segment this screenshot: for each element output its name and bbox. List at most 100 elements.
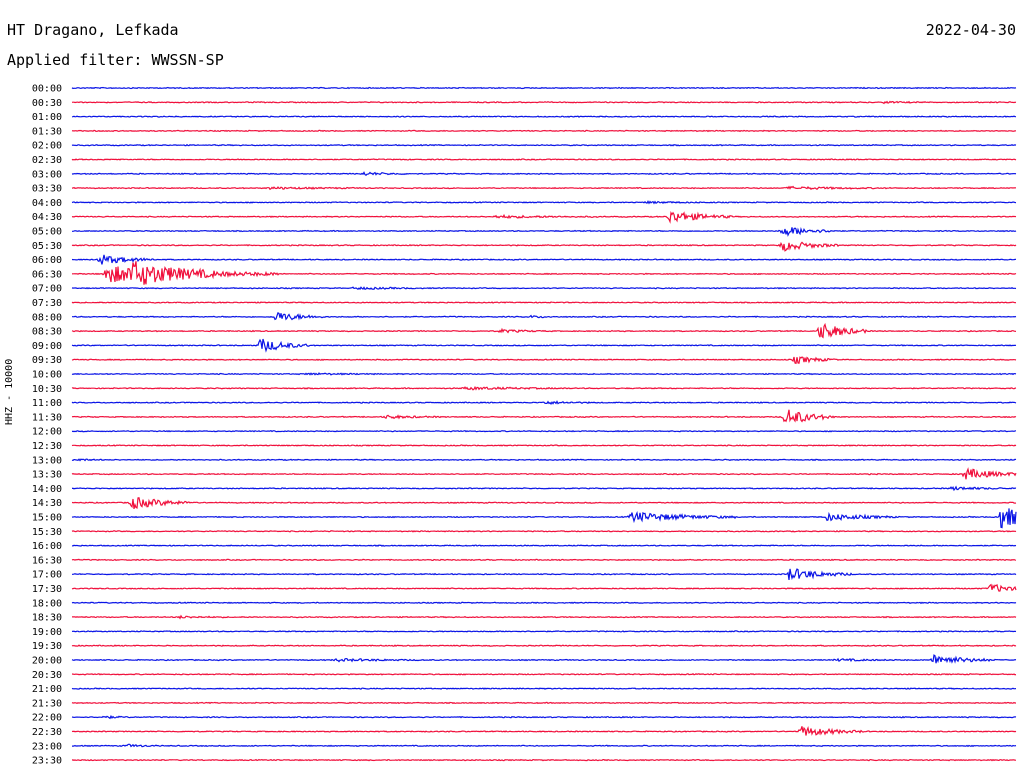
trace-time-label: 02:30	[32, 155, 62, 166]
seismogram-trace	[71, 129, 1017, 133]
trace-time-label: 04:30	[32, 212, 62, 223]
seismogram-trace	[71, 143, 1017, 147]
seismogram-trace	[71, 530, 1017, 533]
trace-time-label: 00:30	[32, 98, 62, 109]
seismogram-trace	[71, 497, 1017, 510]
seismogram-trace	[71, 115, 1017, 118]
seismogram-trace	[71, 485, 1017, 492]
seismogram-trace	[71, 601, 1017, 605]
filter-label: Applied filter: WWSSN-SP	[7, 51, 224, 69]
seismogram-trace	[71, 758, 1016, 762]
seismogram-trace	[71, 558, 1017, 562]
seismogram-trace	[71, 286, 1017, 291]
seismogram-trace	[72, 568, 1017, 581]
seismogram-trace	[71, 356, 1017, 365]
trace-time-label: 06:30	[32, 269, 62, 280]
trace-time-label: 15:00	[32, 513, 62, 524]
trace-time-label: 22:00	[32, 713, 62, 724]
seismogram-trace	[72, 312, 1017, 321]
trace-time-label: 02:00	[32, 141, 62, 152]
trace-time-label: 09:00	[32, 341, 62, 352]
trace-time-label: 06:00	[32, 255, 62, 266]
seismogram-trace	[71, 372, 1017, 376]
seismogram-trace	[71, 338, 1017, 353]
trace-time-label: 16:30	[32, 555, 62, 566]
seismogram-trace	[71, 322, 1017, 339]
trace-time-label: 10:00	[32, 370, 62, 381]
seismogram-trace	[71, 385, 1017, 391]
trace-time-label: 07:00	[32, 284, 62, 295]
seismogram-trace	[71, 200, 1017, 205]
trace-time-label: 20:00	[32, 656, 62, 667]
seismogram-trace	[71, 301, 1017, 304]
seismogram-trace	[71, 429, 1017, 433]
seismogram-trace	[71, 630, 1017, 633]
trace-time-label: 21:00	[32, 684, 62, 695]
trace-time-label: 14:30	[32, 498, 62, 509]
trace-time-label: 00:00	[32, 84, 62, 95]
seismogram-trace	[71, 210, 1017, 224]
seismogram-trace	[71, 654, 1017, 664]
trace-time-label: 10:30	[32, 384, 62, 395]
trace-time-label: 17:30	[32, 584, 62, 595]
trace-time-label: 23:00	[32, 741, 62, 752]
trace-time-label: 12:00	[32, 427, 62, 438]
seismogram-trace	[71, 241, 1017, 252]
station-title: HT Dragano, Lefkada	[7, 21, 179, 39]
trace-time-label: 18:30	[32, 613, 62, 624]
trace-time-label: 08:30	[32, 327, 62, 338]
trace-time-label: 09:30	[32, 355, 62, 366]
seismogram-trace	[71, 86, 1017, 90]
seismogram-trace	[72, 226, 1017, 237]
trace-time-label: 05:00	[32, 227, 62, 238]
trace-time-label: 08:00	[32, 312, 62, 323]
seismogram-trace	[71, 158, 1017, 161]
seismogram-trace	[71, 171, 1017, 176]
trace-time-label: 15:30	[32, 527, 62, 538]
trace-time-label: 11:30	[32, 412, 62, 423]
trace-time-label: 03:00	[32, 169, 62, 180]
seismogram-trace	[71, 644, 1017, 647]
trace-time-label: 19:30	[32, 641, 62, 652]
seismogram-trace	[71, 185, 1017, 191]
trace-time-label: 21:30	[32, 698, 62, 709]
seismogram-trace	[71, 409, 1017, 423]
seismogram-trace	[71, 673, 1017, 676]
trace-time-label: 04:00	[32, 198, 62, 209]
seismogram-trace	[71, 100, 1017, 105]
seismogram-trace	[71, 701, 1016, 705]
seismogram-trace	[72, 743, 1017, 748]
seismogram-trace	[71, 508, 1017, 529]
trace-time-label: 23:30	[32, 756, 62, 767]
seismogram-trace	[71, 687, 1017, 690]
trace-time-label: 13:30	[32, 470, 62, 481]
seismogram-trace	[71, 583, 1017, 592]
trace-time-label: 11:00	[32, 398, 62, 409]
seismogram-trace	[71, 400, 1017, 405]
trace-time-label: 01:00	[32, 112, 62, 123]
trace-time-label: 20:30	[32, 670, 62, 681]
trace-time-label: 05:30	[32, 241, 62, 252]
trace-time-label: 07:30	[32, 298, 62, 309]
seismogram-trace	[71, 458, 1017, 462]
trace-time-label: 18:00	[32, 598, 62, 609]
seismogram-trace	[71, 725, 1017, 736]
seismogram-trace	[72, 614, 1017, 620]
trace-time-label: 19:00	[32, 627, 62, 638]
trace-time-label: 16:00	[32, 541, 62, 552]
seismogram-trace	[71, 714, 1017, 720]
seismogram-trace	[71, 467, 1017, 480]
trace-time-label: 13:00	[32, 455, 62, 466]
seismogram-trace	[71, 254, 1017, 265]
trace-time-label: 17:00	[32, 570, 62, 581]
trace-time-label: 03:30	[32, 184, 62, 195]
seismogram-trace	[71, 544, 1017, 547]
seismogram-trace	[71, 261, 1017, 285]
trace-time-label: 01:30	[32, 126, 62, 137]
seismogram-trace	[71, 444, 1017, 447]
trace-time-label: 22:30	[32, 727, 62, 738]
trace-time-label: 14:00	[32, 484, 62, 495]
date-label: 2022-04-30	[925, 21, 1016, 39]
trace-time-label: 12:30	[32, 441, 62, 452]
